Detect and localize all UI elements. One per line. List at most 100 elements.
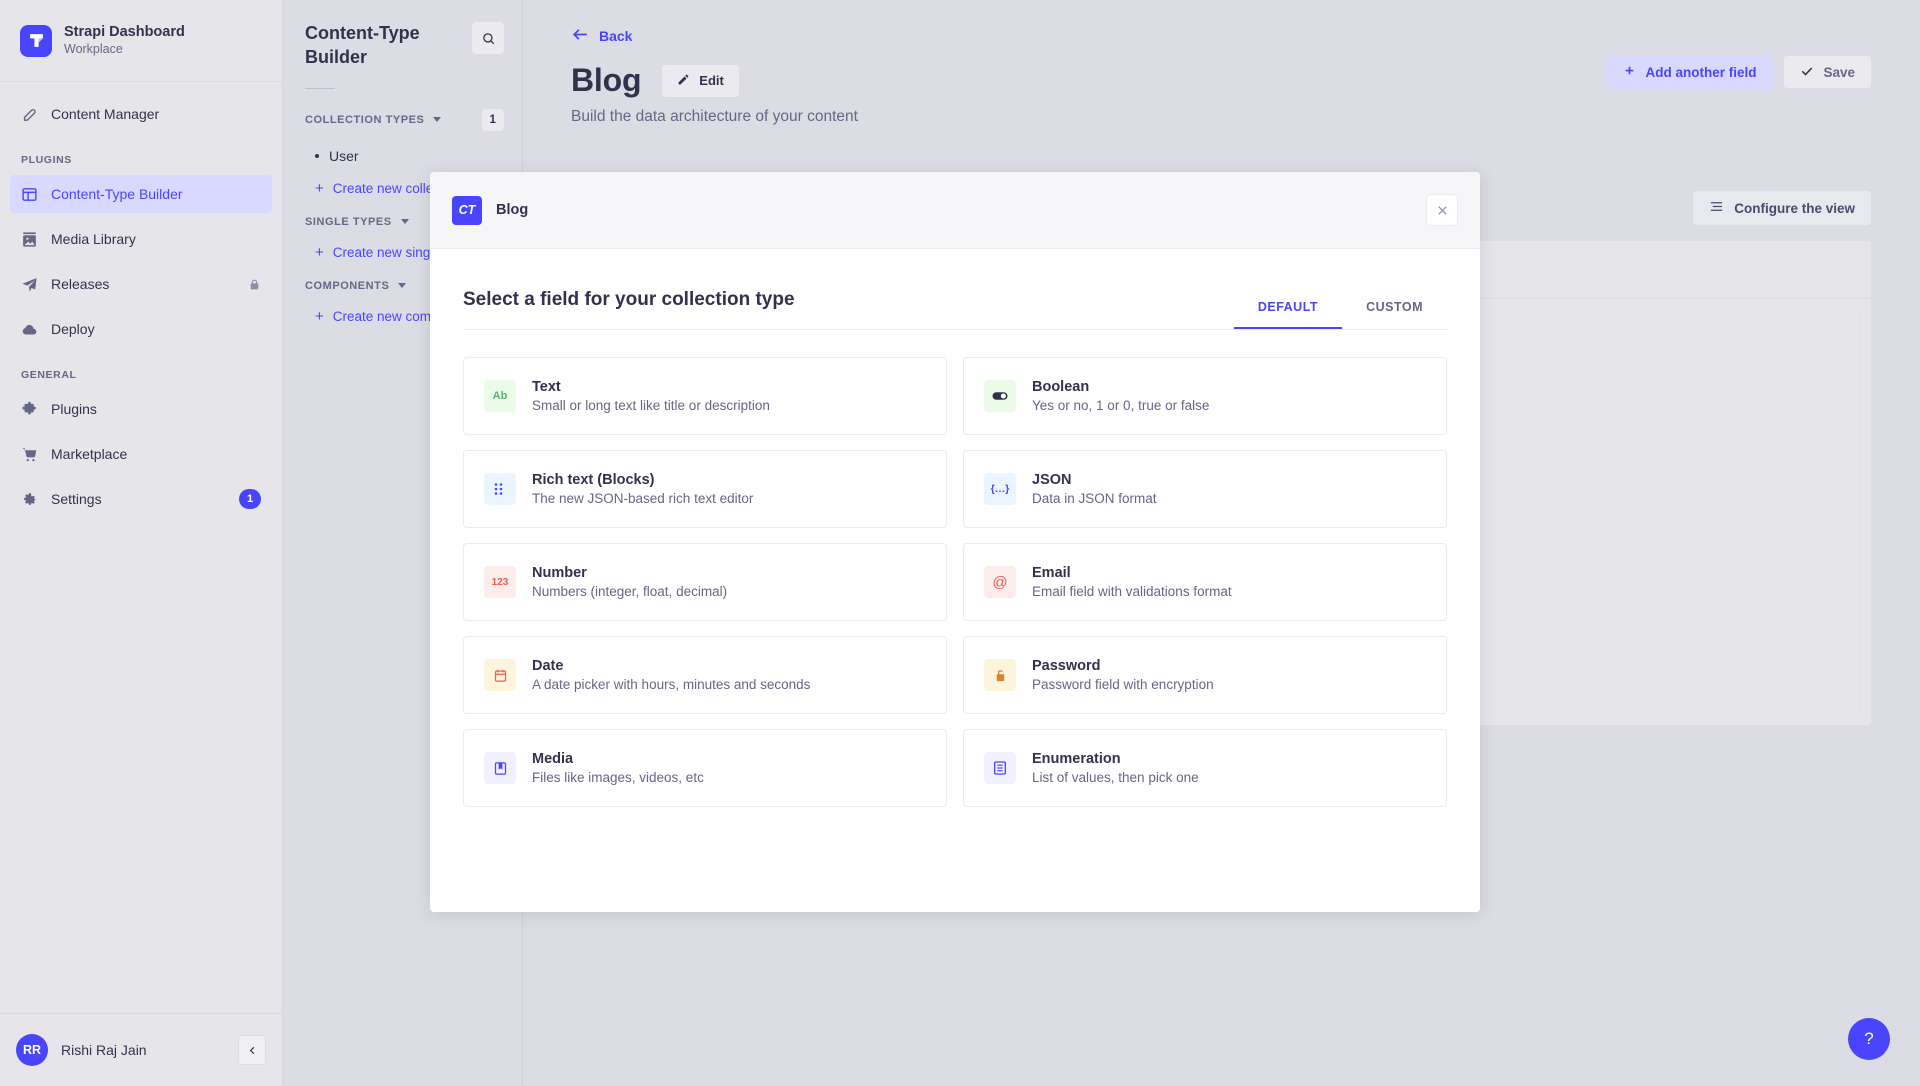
field-card-name: Date <box>532 658 564 674</box>
settings-badge: 1 <box>239 489 261 509</box>
sidebar-item-settings[interactable]: Settings 1 <box>10 480 272 518</box>
field-card-name: Media <box>532 751 574 767</box>
toggle-icon <box>984 380 1016 412</box>
list-item[interactable]: User <box>315 148 504 164</box>
field-card-name: Rich text (Blocks) <box>532 472 655 488</box>
strapi-logo-icon <box>20 24 52 57</box>
field-card-desc: List of values, then pick one <box>1032 770 1199 785</box>
save-button[interactable]: Save <box>1783 55 1872 89</box>
edit-button[interactable]: Edit <box>661 63 740 98</box>
sliders-icon <box>1709 199 1724 217</box>
ctb-group-header[interactable]: SINGLE TYPES <box>305 216 504 228</box>
field-type-grid: Ab Text Small or long text like title or… <box>463 357 1447 807</box>
sidebar-item-deploy[interactable]: Deploy <box>10 310 272 348</box>
field-card-desc: Small or long text like title or descrip… <box>532 398 770 413</box>
field-card-desc: Email field with validations format <box>1032 584 1232 599</box>
field-card-name: Email <box>1032 565 1071 581</box>
cloud-icon <box>21 321 38 338</box>
field-card-password[interactable]: Password Password field with encryption <box>963 636 1447 714</box>
text-ab-icon: Ab <box>484 380 516 412</box>
chevron-down-icon[interactable] <box>398 283 407 289</box>
ctb-group-header[interactable]: COLLECTION TYPES 1 <box>305 108 504 131</box>
brand-title: Strapi Dashboard <box>64 24 185 41</box>
number-glyph: 123 <box>491 576 509 588</box>
field-card-number[interactable]: 123 Number Numbers (integer, float, deci… <box>463 543 947 621</box>
field-card-json[interactable]: {…} JSON Data in JSON format <box>963 450 1447 528</box>
brand-header[interactable]: Strapi Dashboard Workplace <box>0 0 282 82</box>
chevron-down-icon[interactable] <box>433 117 442 123</box>
modal-header-title: Blog <box>496 202 529 218</box>
field-card-text[interactable]: Ab Text Small or long text like title or… <box>463 357 947 435</box>
tab-default[interactable]: DEFAULT <box>1233 300 1343 329</box>
pencil-square-icon <box>21 106 38 123</box>
sidebar-item-label: Marketplace <box>51 446 128 462</box>
sidebar-item-content-type-builder[interactable]: Content-Type Builder <box>10 175 272 213</box>
ct-badge: CT <box>452 195 482 225</box>
sidebar-item-label: Content-Type Builder <box>51 186 183 202</box>
search-icon[interactable] <box>472 22 504 54</box>
main-header: Back Blog Edit Build the data architectu… <box>523 0 1920 126</box>
configure-label: Configure the view <box>1734 200 1855 216</box>
add-field-label: Add another field <box>1645 64 1757 80</box>
field-type-tabs: DEFAULT CUSTOM <box>1233 300 1447 329</box>
arrow-left-icon <box>571 25 590 47</box>
user-name: Rishi Raj Jain <box>61 1042 147 1058</box>
text-ab-glyph: Ab <box>492 390 508 402</box>
list-icon <box>984 752 1016 784</box>
field-card-name: JSON <box>1032 472 1072 488</box>
sidebar-item-marketplace[interactable]: Marketplace <box>10 435 272 473</box>
avatar: RR <box>16 1034 48 1066</box>
add-another-field-button[interactable]: Add another field <box>1606 55 1774 89</box>
modal-header: CT Blog <box>430 172 1480 249</box>
sidebar-section-general: GENERAL <box>21 369 77 381</box>
chevron-down-icon[interactable] <box>400 219 409 225</box>
header-actions: Add another field Save <box>1606 55 1872 89</box>
help-button[interactable]: ? <box>1848 1018 1890 1060</box>
field-card-name: Boolean <box>1032 379 1090 395</box>
field-card-desc: The new JSON-based rich text editor <box>532 491 754 506</box>
puzzle-icon <box>21 401 38 418</box>
field-card-boolean[interactable]: Boolean Yes or no, 1 or 0, true or false <box>963 357 1447 435</box>
sidebar-item-media-library[interactable]: Media Library <box>10 220 272 258</box>
sidebar-item-plugins[interactable]: Plugins <box>10 390 272 428</box>
field-card-email[interactable]: @ Email Email field with validations for… <box>963 543 1447 621</box>
field-card-enumeration[interactable]: Enumeration List of values, then pick on… <box>963 729 1447 807</box>
divider <box>305 87 335 89</box>
field-card-date[interactable]: Date A date picker with hours, minutes a… <box>463 636 947 714</box>
configure-the-view-button[interactable]: Configure the view <box>1692 190 1872 226</box>
main-sidebar: Strapi Dashboard Workplace Content Manag… <box>0 0 283 1086</box>
chevron-left-icon[interactable] <box>238 1035 266 1065</box>
layout-icon <box>21 186 38 203</box>
page-title: Blog <box>571 62 642 98</box>
page-title: Content-Type Builder <box>305 23 420 67</box>
sidebar-item-label: Content Manager <box>51 106 160 122</box>
sidebar-item-label: Plugins <box>51 401 97 417</box>
field-card-name: Text <box>532 379 561 395</box>
shopping-cart-icon <box>21 446 38 463</box>
user-bar[interactable]: RR Rishi Raj Jain <box>0 1013 282 1086</box>
field-card-desc: Password field with encryption <box>1032 677 1214 692</box>
field-card-desc: A date picker with hours, minutes and se… <box>532 677 811 692</box>
sidebar-item-label: Releases <box>51 276 110 292</box>
field-card-name: Number <box>532 565 587 581</box>
field-card-name: Enumeration <box>1032 751 1121 767</box>
blocks-grid-icon <box>484 473 516 505</box>
sidebar-item-releases[interactable]: Releases <box>10 265 272 303</box>
ctb-group-header[interactable]: COMPONENTS <box>305 280 504 292</box>
ctb-header: Content-Type Builder <box>305 22 504 70</box>
field-card-desc: Files like images, videos, etc <box>532 770 704 785</box>
ctb-group-label: COMPONENTS <box>305 279 390 292</box>
sidebar-item-label: Settings <box>51 491 102 507</box>
close-icon[interactable] <box>1426 194 1458 226</box>
json-braces-icon: {…} <box>984 473 1016 505</box>
title-row: Blog Edit <box>571 62 1872 99</box>
gear-icon <box>21 491 38 508</box>
sidebar-item-content-manager[interactable]: Content Manager <box>10 95 272 133</box>
page-subtitle: Build the data architecture of your cont… <box>571 108 858 125</box>
paper-plane-icon <box>21 276 38 293</box>
back-link[interactable]: Back <box>571 25 632 47</box>
tab-custom[interactable]: CUSTOM <box>1366 300 1423 314</box>
field-card-rich-text-blocks[interactable]: Rich text (Blocks) The new JSON-based ri… <box>463 450 947 528</box>
field-card-media[interactable]: Media Files like images, videos, etc <box>463 729 947 807</box>
